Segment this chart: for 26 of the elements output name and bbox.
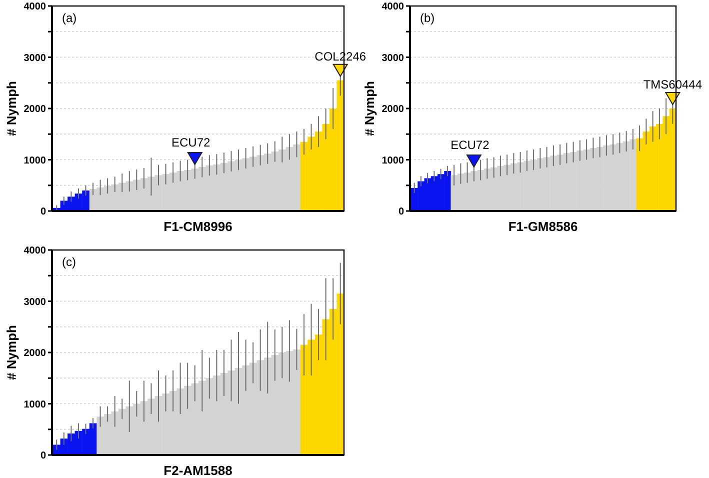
x-axis-title: F2-AM1588 [164, 463, 232, 478]
y-tick-label: 4000 [24, 246, 46, 256]
y-tick-label: 2000 [382, 104, 404, 115]
y-tick-label: 1000 [24, 155, 46, 166]
y-tick-label: 1000 [24, 399, 46, 410]
y-tick-label: 3000 [24, 296, 46, 308]
annotation: (c) [62, 255, 76, 269]
y-tick-label: 4000 [24, 2, 46, 12]
data-label: ECU72 [450, 138, 490, 152]
y-axis-title: # Nymph [362, 80, 377, 136]
y-axis-title: # Nymph [4, 80, 19, 136]
y-tick-label: 3000 [24, 52, 46, 64]
x-axis-title: F1-CM8996 [164, 219, 232, 234]
y-tick-label: 4000 [382, 2, 404, 12]
data-label: ECU72 [172, 135, 211, 150]
y-tick-label: 0 [398, 206, 404, 218]
y-tick-label: 3000 [382, 52, 404, 64]
annotation: (a) [62, 11, 77, 25]
y-tick-label: 2000 [24, 348, 46, 359]
annotation: (b) [420, 11, 435, 25]
x-axis-title: F1-GM8586 [508, 219, 578, 234]
y-tick-label: 1000 [382, 155, 404, 166]
y-tick-label: 0 [40, 206, 46, 218]
y-tick-label: 0 [40, 450, 46, 462]
y-axis-title: # Nymph [4, 324, 19, 380]
y-tick-label: 2000 [24, 104, 46, 115]
